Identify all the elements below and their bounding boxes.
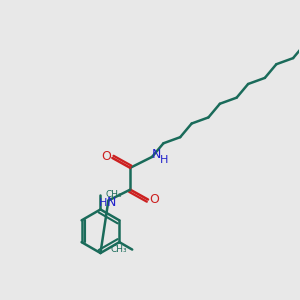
Text: N: N [152, 148, 162, 161]
Text: H: H [99, 197, 108, 208]
Text: N: N [107, 196, 116, 209]
Text: O: O [101, 150, 111, 164]
Text: O: O [149, 193, 159, 206]
Text: CH₃: CH₃ [105, 190, 122, 199]
Text: CH₃: CH₃ [111, 245, 127, 254]
Text: H: H [160, 155, 168, 165]
